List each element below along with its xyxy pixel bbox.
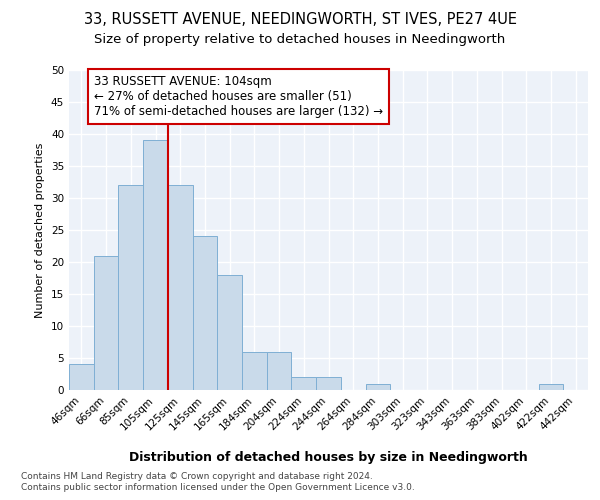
Text: Contains public sector information licensed under the Open Government Licence v3: Contains public sector information licen… bbox=[21, 484, 415, 492]
Bar bbox=[539, 384, 563, 390]
Text: Distribution of detached houses by size in Needingworth: Distribution of detached houses by size … bbox=[130, 451, 528, 464]
Bar bbox=[143, 140, 168, 390]
Bar bbox=[193, 236, 217, 390]
Bar bbox=[94, 256, 118, 390]
Text: Contains HM Land Registry data © Crown copyright and database right 2024.: Contains HM Land Registry data © Crown c… bbox=[21, 472, 373, 481]
Text: Size of property relative to detached houses in Needingworth: Size of property relative to detached ho… bbox=[94, 32, 506, 46]
Bar bbox=[365, 384, 390, 390]
Bar bbox=[217, 275, 242, 390]
Y-axis label: Number of detached properties: Number of detached properties bbox=[35, 142, 46, 318]
Text: 33 RUSSETT AVENUE: 104sqm
← 27% of detached houses are smaller (51)
71% of semi-: 33 RUSSETT AVENUE: 104sqm ← 27% of detac… bbox=[94, 75, 383, 118]
Bar bbox=[292, 377, 316, 390]
Bar bbox=[242, 352, 267, 390]
Bar bbox=[69, 364, 94, 390]
Bar bbox=[267, 352, 292, 390]
Bar bbox=[316, 377, 341, 390]
Text: 33, RUSSETT AVENUE, NEEDINGWORTH, ST IVES, PE27 4UE: 33, RUSSETT AVENUE, NEEDINGWORTH, ST IVE… bbox=[83, 12, 517, 28]
Bar bbox=[118, 185, 143, 390]
Bar bbox=[168, 185, 193, 390]
